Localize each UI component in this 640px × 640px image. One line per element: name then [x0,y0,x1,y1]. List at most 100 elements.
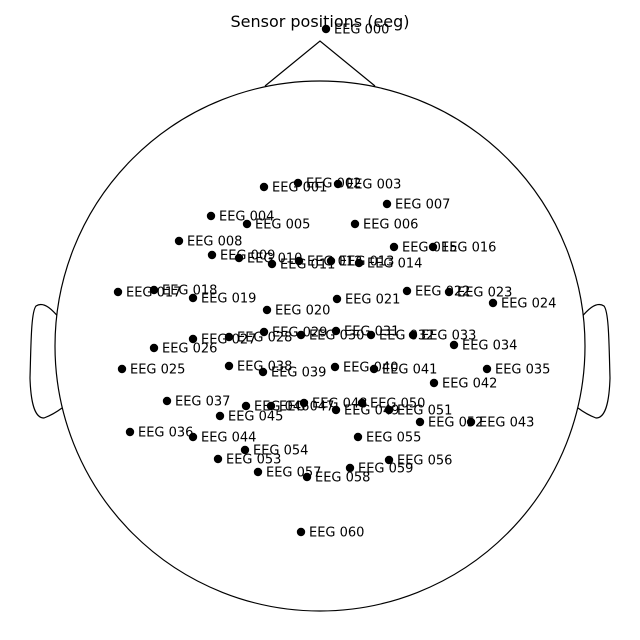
sensor-label: EEG 002 [306,177,361,192]
sensor-eeg-036: EEG 036 [125,426,193,441]
sensor-label: EEG 055 [366,431,421,446]
sensor-label: EEG 047 [279,400,334,415]
sensor-label: EEG 025 [130,363,185,378]
sensor-label: EEG 024 [501,297,556,312]
sensor-eeg-055: EEG 055 [353,431,421,446]
sensor-eeg-019: EEG 019 [188,292,256,307]
sensor-eeg-056: EEG 056 [384,454,452,469]
sensor-label: EEG 016 [441,241,496,256]
sensor-label: EEG 000 [334,23,389,38]
sensor-marker [206,211,216,221]
sensor-label: EEG 048 [312,397,367,412]
sensor-label: EEG 021 [345,293,400,308]
sensor-eeg-047: EEG 047 [266,400,334,415]
sensor-marker [353,432,363,442]
sensor-eeg-009: EEG 009 [207,249,275,264]
sensor-marker [302,472,312,482]
sensor-eeg-001: EEG 001 [259,181,327,196]
sensor-label: EEG 005 [255,218,310,233]
right-ear-outline [577,303,611,419]
sensor-eeg-010: EEG 010 [234,252,302,267]
sensor-eeg-034: EEG 034 [449,339,517,354]
sensor-label: EEG 030 [309,329,364,344]
sensor-marker [382,199,392,209]
sensor-label: EEG 056 [397,454,452,469]
sensor-marker [242,219,252,229]
sensor-label: EEG 038 [237,360,292,375]
sensor-marker [266,401,276,411]
sensor-label: EEG 006 [363,218,418,233]
sensor-marker [331,405,341,415]
sensor-marker [415,417,425,427]
sensor-marker [482,364,492,374]
sensor-marker [428,242,438,252]
sensor-label: EEG 018 [162,284,217,299]
sensor-label: EEG 023 [457,286,512,301]
sensor-eeg-022: EEG 022 [402,285,470,300]
sensor-marker [267,259,277,269]
sensor-marker [354,258,364,268]
sensor-label: EEG 052 [428,416,483,431]
sensor-marker [321,24,331,34]
sensor-label: EEG 037 [175,395,230,410]
sensor-label: EEG 059 [358,462,413,477]
sensor-marker [333,179,343,189]
sensor-eeg-018: EEG 018 [149,284,217,299]
sensor-eeg-033: EEG 033 [408,329,476,344]
sensor-label: EEG 044 [201,431,256,446]
sensor-marker [332,294,342,304]
sensor-label: EEG 051 [397,404,452,419]
sensor-marker [188,293,198,303]
sensor-eeg-054: EEG 054 [240,444,308,459]
sensor-marker [253,467,263,477]
sensor-marker [369,364,379,374]
sensor-label: EEG 057 [266,466,321,481]
sensor-label: EEG 019 [201,292,256,307]
sensor-marker [345,463,355,473]
sensor-marker [149,343,159,353]
sensor-marker [188,334,198,344]
sensor-marker [296,527,306,537]
sensor-marker [296,330,306,340]
nose-outline [264,40,376,87]
sensor-label: EEG 050 [370,397,425,412]
sensor-eeg-049: EEG 049 [331,404,399,419]
sensor-marker [429,378,439,388]
sensor-label: EEG 010 [247,252,302,267]
sensor-marker [234,253,244,263]
sensor-eeg-045: EEG 045 [215,410,283,425]
sensor-eeg-043: EEG 043 [466,416,534,431]
sensor-marker [213,454,223,464]
sensor-eeg-013: EEG 013 [326,255,394,270]
sensor-eeg-021: EEG 021 [332,293,400,308]
sensor-label: EEG 013 [339,255,394,270]
sensor-eeg-025: EEG 025 [117,363,185,378]
sensor-marker [408,330,418,340]
sensor-label: EEG 049 [344,404,399,419]
sensor-eeg-008: EEG 008 [174,235,242,250]
sensor-marker [149,285,159,295]
sensor-eeg-024: EEG 024 [488,297,556,312]
sensor-label: EEG 028 [237,331,292,346]
sensor-eeg-026: EEG 026 [149,342,217,357]
sensor-marker [293,178,303,188]
sensor-marker [215,411,225,421]
sensor-label: EEG 045 [228,410,283,425]
sensor-marker [258,367,268,377]
sensor-marker [402,286,412,296]
sensor-marker [449,340,459,350]
sensor-marker [125,427,135,437]
sensor-marker [224,361,234,371]
sensor-label: EEG 007 [395,198,450,213]
sensor-label: EEG 034 [462,339,517,354]
sensor-eeg-037: EEG 037 [162,395,230,410]
head-circle [54,80,586,612]
sensor-label: EEG 060 [309,526,364,541]
left-ear-outline [29,303,63,419]
sensor-marker [331,326,341,336]
sensor-marker [366,330,376,340]
sensor-marker [294,256,304,266]
sensor-marker [224,332,234,342]
